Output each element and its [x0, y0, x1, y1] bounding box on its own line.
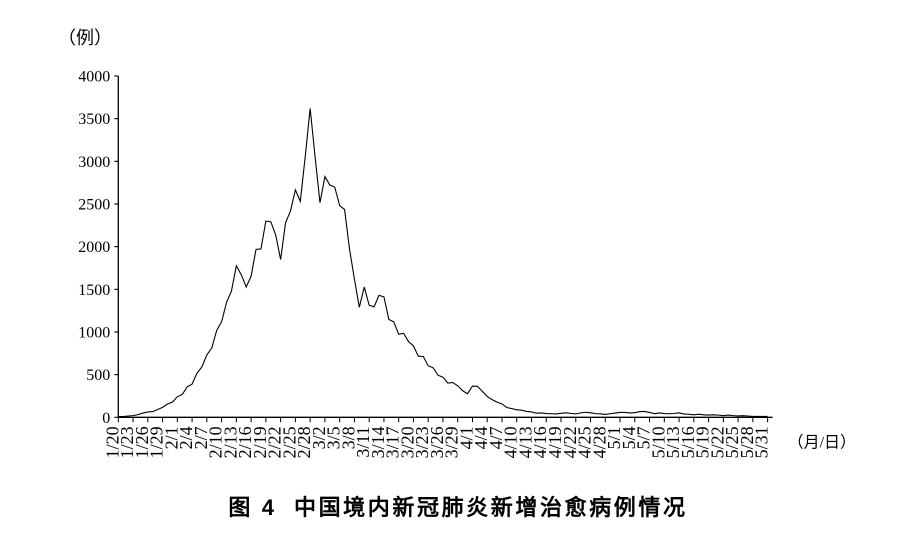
svg-text:4000: 4000: [78, 69, 110, 86]
svg-text:3000: 3000: [78, 154, 110, 171]
svg-text:1000: 1000: [78, 324, 110, 341]
svg-text:1500: 1500: [78, 282, 110, 299]
svg-text:500: 500: [86, 367, 110, 384]
svg-text:（月/日）: （月/日）: [788, 433, 856, 451]
svg-text:0: 0: [102, 410, 110, 427]
svg-text:2500: 2500: [78, 196, 110, 213]
svg-text:5/31: 5/31: [752, 426, 772, 458]
svg-text:（例）: （例）: [58, 28, 112, 48]
svg-text:3500: 3500: [78, 111, 110, 128]
svg-text:2000: 2000: [78, 239, 110, 256]
